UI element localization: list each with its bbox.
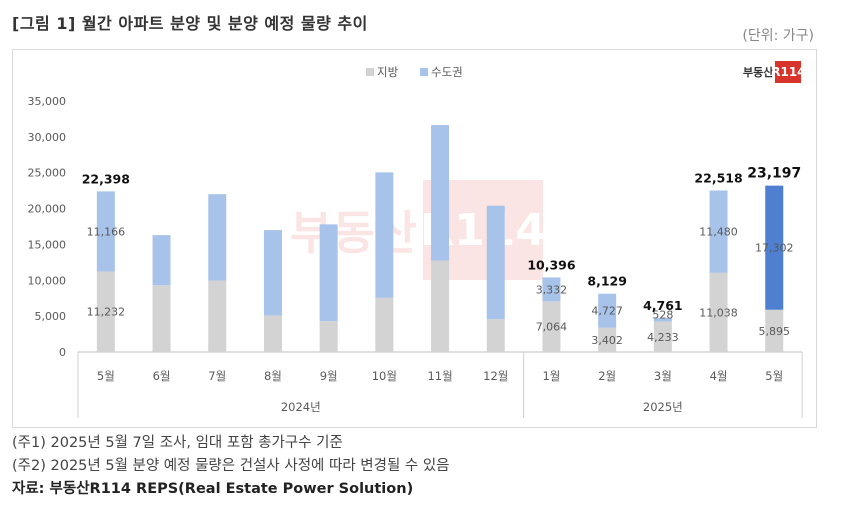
- logo-text: 부동산: [743, 66, 774, 79]
- bar-local: [319, 321, 338, 352]
- x-tick-label: 6월: [153, 369, 171, 383]
- data-label-capital: 528: [652, 309, 673, 322]
- data-label-total: 8,129: [587, 274, 627, 289]
- bar-local: [431, 260, 450, 352]
- legend-label: 지방: [377, 65, 399, 79]
- data-label-local: 7,064: [536, 321, 568, 334]
- data-label-total: 22,398: [82, 171, 130, 186]
- data-label-capital: 11,166: [87, 225, 126, 238]
- x-tick-label: 4월: [710, 369, 728, 383]
- bar-local: [96, 271, 115, 352]
- x-tick-label: 11월: [427, 369, 452, 383]
- bar-capital: [709, 190, 728, 273]
- bar-capital: [263, 230, 282, 316]
- logo-badge: R114: [771, 61, 806, 83]
- bar-local: [598, 327, 617, 352]
- x-tick-label: 5월: [97, 369, 115, 383]
- bar-capital: [598, 293, 617, 328]
- y-tick-label: 20,000: [28, 203, 67, 216]
- bar-local: [542, 301, 561, 352]
- data-label-local: 5,895: [759, 325, 791, 338]
- data-label-capital: 17,302: [755, 242, 794, 255]
- chart-title: [그림 1] 월간 아파트 분양 및 분양 예정 물량 추이: [12, 14, 368, 33]
- bar-capital: [152, 235, 171, 286]
- x-tick-label: 8월: [264, 369, 282, 383]
- source-line: 자료: 부동산R114 REPS(Real Estate Power Solut…: [12, 481, 414, 497]
- bar-local: [653, 321, 672, 352]
- bar-local: [208, 280, 227, 352]
- bar-capital: [319, 224, 338, 322]
- y-tick-label: 15,000: [28, 238, 67, 251]
- data-label-capital: 3,332: [536, 283, 568, 296]
- x-tick-label: 12월: [483, 369, 508, 383]
- bar-capital: [96, 191, 115, 272]
- footnotes: (주1) 2025년 5월 7일 조사, 임대 포함 총가구수 기준 (주2) …: [12, 432, 450, 501]
- bar-local: [709, 272, 728, 352]
- data-label-local: 3,402: [591, 334, 623, 347]
- y-tick-label: 25,000: [28, 167, 67, 180]
- legend-label: 수도권: [431, 65, 463, 79]
- footnote-2: (주2) 2025년 5월 분양 예정 물량은 건설사 사정에 따라 변경될 수…: [12, 458, 450, 474]
- bar-local: [375, 297, 394, 352]
- x-tick-label: 3월: [654, 369, 672, 383]
- data-label-local: 11,232: [87, 306, 126, 319]
- y-tick-label: 5,000: [35, 310, 67, 323]
- bar-capital: [375, 172, 394, 298]
- data-label-total: 23,197: [747, 166, 801, 182]
- bar-capital: [542, 277, 561, 302]
- bar-capital: [486, 205, 505, 320]
- y-tick-label: 35,000: [28, 95, 67, 108]
- bar-local: [486, 319, 505, 352]
- bar-capital: [765, 185, 784, 310]
- group-label: 2025년: [643, 400, 683, 414]
- bar-capital: [431, 125, 450, 261]
- bar-local: [152, 285, 171, 352]
- data-label-total: 10,396: [527, 257, 576, 272]
- bar-capital: [208, 194, 227, 281]
- y-tick-label: 30,000: [28, 131, 67, 144]
- data-label-local: 11,038: [699, 306, 738, 319]
- x-tick-label: 9월: [320, 369, 338, 383]
- data-label-total: 22,518: [694, 171, 742, 186]
- group-label: 2024년: [281, 400, 321, 414]
- data-label-local: 4,233: [647, 331, 679, 344]
- brand-logo: 부동산 R114: [743, 61, 806, 83]
- legend-swatch-capital: [420, 68, 428, 76]
- bar-local: [263, 315, 282, 352]
- x-tick-label: 7월: [208, 369, 226, 383]
- x-tick-label: 2월: [598, 369, 616, 383]
- y-tick-label: 0: [59, 346, 66, 359]
- bar-capital: [653, 317, 672, 322]
- chart-frame: [12, 49, 817, 428]
- y-tick-label: 10,000: [28, 274, 67, 287]
- data-label-capital: 4,727: [591, 305, 623, 318]
- data-label-total: 4,761: [643, 298, 683, 313]
- data-label-capital: 11,480: [699, 226, 738, 239]
- footnote-1: (주1) 2025년 5월 7일 조사, 임대 포함 총가구수 기준: [12, 435, 343, 451]
- legend-swatch-local: [366, 68, 374, 76]
- x-tick-label: 1월: [542, 369, 560, 383]
- bar-local: [765, 309, 784, 352]
- unit-label: (단위: 가구): [742, 28, 814, 44]
- x-tick-label: 5월: [765, 369, 783, 383]
- x-tick-label: 10월: [372, 369, 397, 383]
